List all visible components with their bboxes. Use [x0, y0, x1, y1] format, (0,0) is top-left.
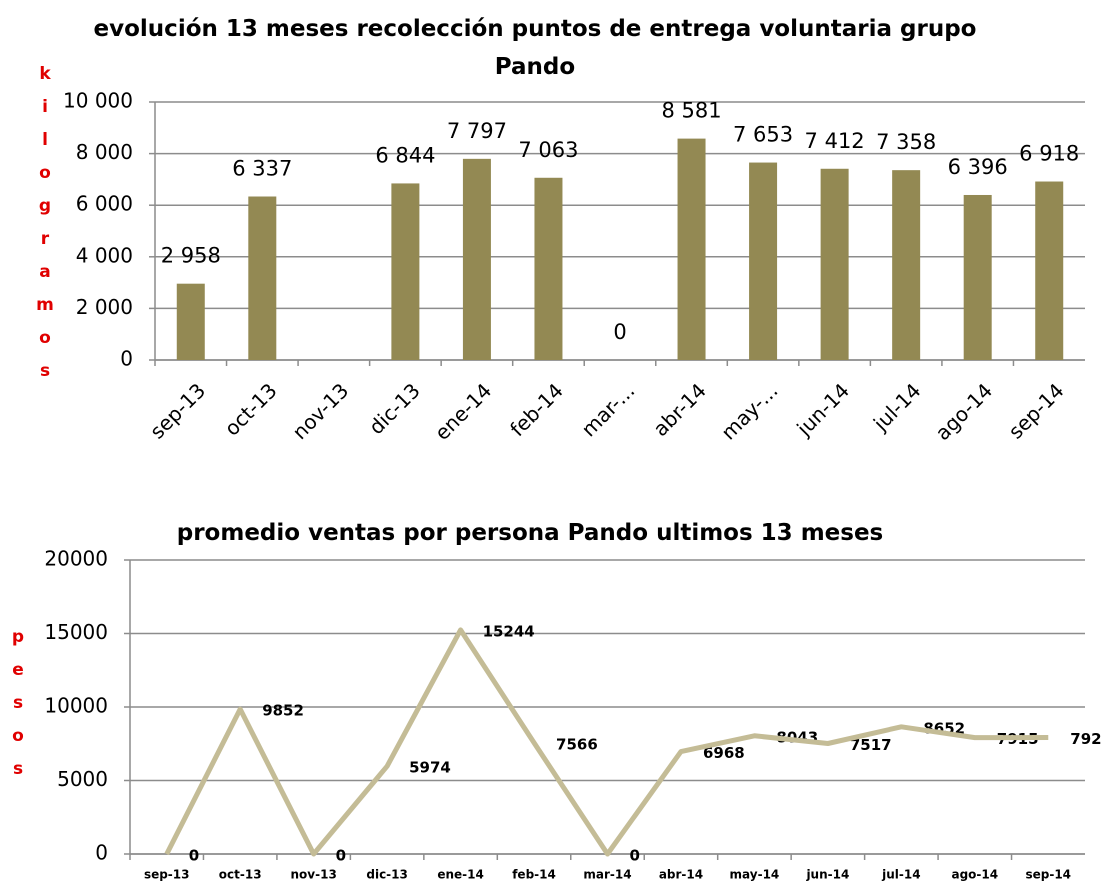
- y-tick-label: 15000: [44, 620, 108, 644]
- data-label: 0: [613, 320, 626, 344]
- x-tick-label: feb-14: [512, 868, 556, 881]
- y-tick-label: 8 000: [76, 140, 133, 164]
- data-label: 9852: [262, 702, 304, 720]
- x-tick-label: mar-...: [577, 378, 640, 441]
- x-tick-label: nov-13: [288, 378, 354, 444]
- x-tick-label: sep-14: [1025, 868, 1071, 881]
- data-label: 7923: [1070, 730, 1101, 748]
- data-label: 0: [189, 847, 199, 865]
- data-label: 8 581: [661, 99, 721, 123]
- bar: [248, 196, 277, 360]
- y-tick-label: 6 000: [76, 192, 133, 216]
- bar: [749, 162, 778, 360]
- x-tick-label: oct-13: [220, 378, 282, 440]
- data-label: 7 412: [805, 129, 865, 153]
- bar: [1035, 181, 1064, 360]
- x-tick-label: mar-14: [583, 868, 631, 881]
- x-tick-label: ago-14: [951, 868, 998, 881]
- x-tick-label: ago-14: [930, 378, 997, 445]
- chart-title: promedio ventas por persona Pando ultimo…: [176, 520, 884, 546]
- x-tick-label: may-...: [716, 378, 782, 444]
- bar: [892, 170, 921, 360]
- data-label: 5974: [409, 759, 451, 777]
- y-tick-label: 5000: [57, 767, 108, 791]
- x-tick-label: nov-13: [291, 868, 337, 881]
- y-tick-label: 10000: [44, 694, 108, 718]
- line: [164, 627, 1049, 857]
- data-label: 7517: [850, 736, 892, 754]
- x-tick-label: oct-13: [219, 868, 262, 881]
- y-tick-label: 0: [95, 841, 108, 865]
- data-label: 7 358: [876, 130, 936, 154]
- x-tick-label: feb-14: [505, 378, 568, 441]
- bar: [176, 283, 205, 360]
- x-tick-label: sep-14: [1004, 378, 1069, 443]
- x-tick-label: jun-14: [805, 868, 849, 881]
- y-tick-label: 20000: [44, 547, 108, 571]
- data-label: 6 844: [375, 143, 435, 167]
- bar: [391, 183, 420, 360]
- x-tick-label: abr-14: [659, 868, 703, 881]
- x-tick-label: ene-14: [437, 868, 484, 881]
- x-tick-label: abr-14: [648, 378, 711, 441]
- data-label: 7 653: [733, 123, 793, 147]
- y-tick-label: 10 000: [63, 89, 133, 113]
- x-tick-label: dic-13: [364, 378, 425, 439]
- x-tick-label: dic-13: [366, 868, 408, 881]
- y-tick-label: 4 000: [76, 243, 133, 267]
- data-label: 0: [630, 847, 640, 865]
- x-tick-label: jul-14: [881, 868, 920, 881]
- data-label: 6968: [703, 744, 745, 762]
- x-tick-label: ene-14: [430, 378, 496, 444]
- bar: [677, 138, 706, 360]
- chart-title: evolución 13 meses recolección puntos de…: [93, 16, 977, 80]
- data-label: 7 797: [447, 119, 507, 143]
- x-tick-label: jul-14: [868, 378, 926, 436]
- data-label: 6 337: [232, 157, 292, 181]
- y-tick-label: 2 000: [76, 295, 133, 319]
- x-tick-label: sep-13: [144, 868, 190, 881]
- bar: [534, 177, 563, 360]
- data-label: 7566: [556, 735, 598, 753]
- data-label: 0: [336, 847, 346, 865]
- y-axis-label: kilogramos: [35, 64, 55, 394]
- data-label: 7 063: [518, 138, 578, 162]
- bar: [462, 158, 491, 360]
- x-tick-label: sep-13: [145, 378, 210, 443]
- data-label: 6 396: [948, 155, 1008, 179]
- bar: [820, 168, 849, 360]
- bar: [963, 194, 992, 360]
- y-axis-label: pesos: [8, 627, 28, 792]
- data-label: 2 958: [161, 244, 221, 268]
- data-label: 15244: [483, 622, 535, 640]
- data-label: 6 918: [1019, 142, 1079, 166]
- x-tick-label: may-14: [730, 868, 780, 881]
- y-tick-label: 0: [120, 347, 133, 371]
- x-tick-label: jun-14: [791, 378, 854, 441]
